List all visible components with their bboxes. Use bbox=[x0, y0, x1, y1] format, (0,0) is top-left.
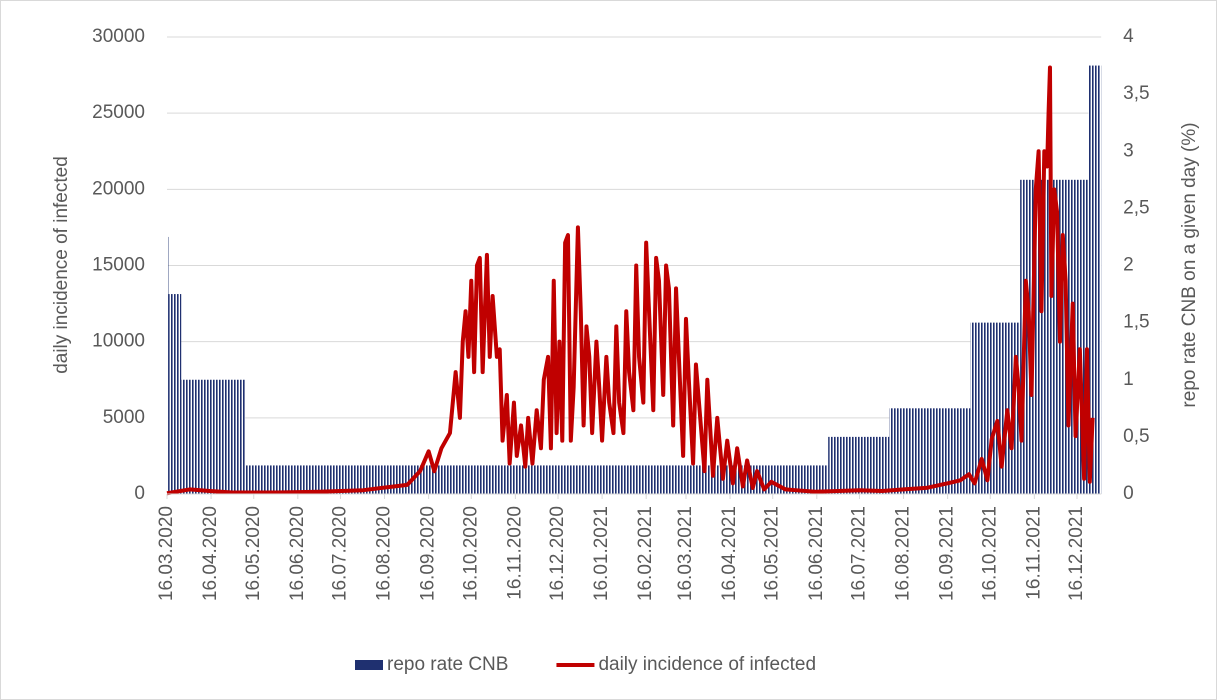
y2-tick-label: 1 bbox=[1123, 369, 1134, 390]
y2-tick-label: 2 bbox=[1123, 255, 1134, 276]
x-tick-label: 16.11.2021 bbox=[1023, 506, 1044, 600]
repo-bar bbox=[181, 379, 246, 494]
x-tick-label: 16.07.2021 bbox=[848, 506, 869, 601]
legend-label: daily incidence of infected bbox=[598, 654, 816, 675]
x-tick-label: 16.04.2020 bbox=[200, 506, 221, 601]
repo-bar bbox=[167, 236, 169, 494]
x-tick-label: 16.02.2021 bbox=[635, 506, 656, 601]
x-tick-label: 16.05.2020 bbox=[243, 506, 264, 601]
x-tick-label: 16.12.2021 bbox=[1066, 506, 1087, 601]
x-tick-label: 16.11.2020 bbox=[504, 506, 525, 600]
y-tick-label: 5000 bbox=[103, 407, 145, 428]
x-tick-label: 16.09.2021 bbox=[937, 506, 958, 601]
y-tick-label: 25000 bbox=[92, 102, 145, 123]
y2-tick-label: 2,5 bbox=[1123, 197, 1149, 218]
y-tick-label: 15000 bbox=[92, 255, 145, 276]
y2-tick-label: 3,5 bbox=[1123, 83, 1149, 104]
y2-tick-label: 0,5 bbox=[1123, 426, 1149, 447]
x-tick-label: 16.08.2020 bbox=[374, 506, 395, 601]
y2-tick-label: 0 bbox=[1123, 483, 1134, 504]
x-tick-label: 16.10.2021 bbox=[979, 506, 1000, 601]
x-tick-label: 16.03.2021 bbox=[675, 506, 696, 601]
x-tick-label: 16.12.2020 bbox=[547, 506, 568, 601]
x-tick-label: 16.06.2020 bbox=[287, 506, 308, 601]
incidence-line bbox=[166, 65, 1095, 496]
x-tick-label: 16.06.2021 bbox=[806, 506, 827, 601]
repo-bar bbox=[168, 294, 182, 494]
repo-bar bbox=[828, 436, 890, 494]
x-tick-label: 16.03.2020 bbox=[156, 506, 177, 601]
y2-tick-label: 1,5 bbox=[1123, 312, 1149, 333]
x-tick-label: 16.09.2020 bbox=[418, 506, 439, 601]
x-tick-label: 16.04.2021 bbox=[719, 506, 740, 601]
x-tick-label: 16.07.2020 bbox=[329, 506, 350, 601]
y2-tick-label: 4 bbox=[1123, 26, 1134, 47]
y2-tick-label: 3 bbox=[1123, 140, 1134, 161]
x-tick-label: 16.10.2020 bbox=[460, 506, 481, 601]
y-axis-title: daily incidence of infected bbox=[51, 156, 72, 374]
y-tick-label: 30000 bbox=[92, 26, 145, 47]
x-tick-label: 16.08.2021 bbox=[893, 506, 914, 601]
legend-label: repo rate CNB bbox=[387, 654, 508, 675]
y-tick-label: 0 bbox=[134, 483, 145, 504]
repo-bar bbox=[1088, 65, 1102, 494]
y-tick-label: 10000 bbox=[92, 331, 145, 352]
x-tick-label: 16.01.2021 bbox=[591, 506, 612, 601]
legend-swatch bbox=[355, 660, 383, 670]
y-tick-label: 20000 bbox=[92, 178, 145, 199]
y2-axis-title: repo rate CNB on a given day (%) bbox=[1179, 122, 1200, 407]
x-tick-label: 16.05.2021 bbox=[762, 506, 783, 601]
